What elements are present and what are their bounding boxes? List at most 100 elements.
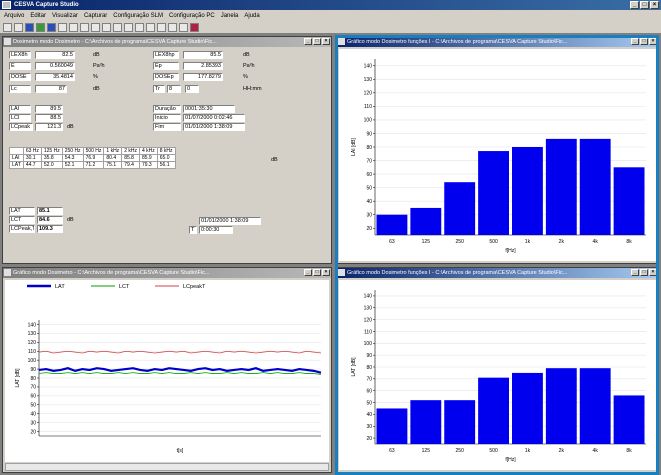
- lex8h-value: 82.5: [35, 51, 75, 59]
- maximize-icon[interactable]: □: [640, 269, 648, 276]
- menu-bar: Arquivo Editar Visualizar Capturar Confi…: [0, 10, 661, 21]
- close-icon[interactable]: ×: [649, 38, 657, 45]
- series-line: [38, 350, 322, 354]
- window-title[interactable]: Gráfico modo Dosimetro - C:\Archivos de …: [3, 268, 331, 278]
- dose-value: 35.4814: [35, 73, 75, 81]
- window-title[interactable]: Dosimetro modo Dosimetro - C:\Archivos d…: [3, 37, 331, 47]
- window-title[interactable]: Gráfico modo Dosimetro funções I - C:\Ar…: [337, 37, 658, 47]
- y-tick-label: 20: [366, 436, 372, 442]
- y-tick-label: 100: [28, 358, 37, 364]
- print-icon[interactable]: [157, 22, 166, 32]
- menu-ajuda[interactable]: Ajuda: [244, 12, 260, 19]
- open-icon[interactable]: [14, 22, 23, 32]
- bar: [613, 395, 645, 444]
- dosimeter-data-window[interactable]: Dosimetro modo Dosimetro - C:\Archivos d…: [2, 36, 332, 264]
- close-icon[interactable]: ×: [649, 269, 657, 276]
- bar: [512, 372, 543, 444]
- y-tick-label: 120: [364, 91, 373, 97]
- column-header: 2 kHz: [121, 147, 140, 155]
- maximize-icon[interactable]: □: [313, 38, 321, 45]
- menu-editar[interactable]: Editar: [30, 12, 47, 19]
- column-header: 500 Hz: [82, 147, 105, 155]
- menu-visualizar[interactable]: Visualizar: [52, 12, 78, 19]
- chart-icon[interactable]: [113, 22, 122, 32]
- y-tick-label: 140: [364, 294, 373, 300]
- grid-icon[interactable]: [146, 22, 155, 32]
- octave-chart-window-bottom[interactable]: Gráfico modo Dosimetro funções I - C:\Ar…: [336, 267, 659, 473]
- help-icon[interactable]: [179, 22, 188, 32]
- lc-unit: dB: [93, 86, 100, 92]
- minimize-icon[interactable]: _: [631, 38, 639, 45]
- tr-hours[interactable]: 8: [167, 85, 181, 93]
- bar: [478, 377, 509, 444]
- maximize-button[interactable]: □: [640, 1, 649, 9]
- export-icon[interactable]: [168, 22, 177, 32]
- table-cell: 75.1: [103, 161, 123, 169]
- minimize-icon[interactable]: _: [304, 38, 312, 45]
- window2-icon[interactable]: [69, 22, 78, 32]
- horizontal-scrollbar[interactable]: [5, 463, 329, 471]
- connect-icon[interactable]: [36, 22, 45, 32]
- y-axis-label: LAT [dB]: [351, 357, 357, 377]
- x-axis-label: t[s]: [177, 448, 184, 454]
- window-title-text: Gráfico modo Dosimetro funções I - C:\Ar…: [347, 270, 568, 276]
- y-tick-label: 40: [366, 199, 372, 205]
- minimize-icon[interactable]: _: [631, 269, 639, 276]
- lcpeakt-label: LCPeak,T: [9, 225, 35, 233]
- tr-minutes[interactable]: 0: [185, 85, 199, 93]
- x-tick-label: 250: [456, 239, 465, 245]
- column-header: 4 kHz: [138, 147, 158, 155]
- y-tick-label: 80: [366, 145, 372, 151]
- window3-icon[interactable]: [80, 22, 89, 32]
- x-tick-label: 125: [422, 448, 431, 454]
- minimize-button[interactable]: _: [630, 1, 639, 9]
- table-icon[interactable]: [124, 22, 133, 32]
- capture-icon[interactable]: [47, 22, 56, 32]
- tile-icon[interactable]: [102, 22, 111, 32]
- minimize-icon[interactable]: _: [304, 269, 312, 276]
- maximize-icon[interactable]: □: [640, 38, 648, 45]
- zoom-icon[interactable]: [135, 22, 144, 32]
- lai-label: LAI: [9, 105, 31, 113]
- x-tick-label: 63: [389, 448, 395, 454]
- window4-icon[interactable]: [91, 22, 100, 32]
- y-tick-label: 70: [366, 158, 372, 164]
- table-cell: 54.3: [61, 154, 84, 162]
- dose-label: DOSE: [9, 73, 31, 81]
- dosep-unit: %: [243, 74, 248, 80]
- maximize-icon[interactable]: □: [313, 269, 321, 276]
- menu-config-pc[interactable]: Configuração PC: [168, 12, 215, 19]
- record-icon[interactable]: [190, 22, 199, 32]
- close-button[interactable]: ×: [650, 1, 659, 9]
- close-icon[interactable]: ×: [322, 38, 330, 45]
- lex8h-label: LEX8h: [9, 51, 31, 59]
- plot-area: 20 30 40 50 60 70 80 90 100 110 120 130 140 LAT [dB] L…: [5, 280, 329, 462]
- y-tick-label: 40: [30, 411, 36, 417]
- column-header: 63 Hz: [22, 147, 42, 155]
- y-tick-label: 100: [364, 118, 373, 124]
- menu-arquivo[interactable]: Arquivo: [4, 12, 25, 19]
- lc-value[interactable]: 87: [35, 85, 67, 93]
- lcpeak-label: LCpeak: [9, 123, 33, 131]
- close-icon[interactable]: ×: [322, 269, 330, 276]
- menu-config-slm[interactable]: Configuração SLM: [113, 12, 163, 19]
- lcpeakt-value: 109.3: [37, 225, 63, 233]
- table-cell: 85.9: [138, 154, 158, 162]
- data-panel: LEX8h 82.5 dB E 0.560049 Pa²h DOSE 35.48…: [3, 47, 331, 263]
- window-icon[interactable]: [58, 22, 67, 32]
- y-tick-label: 60: [366, 388, 372, 394]
- menu-capturar[interactable]: Capturar: [83, 12, 108, 19]
- doc-icon: [338, 38, 345, 45]
- legend-label: LAT: [55, 284, 65, 290]
- save-icon[interactable]: [25, 22, 34, 32]
- new-icon[interactable]: [3, 22, 12, 32]
- octave-chart-window-top[interactable]: Gráfico modo Dosimetro funções I - C:\Ar…: [336, 36, 659, 264]
- end-date-value: 01/01/2000 1:38:09: [199, 217, 261, 225]
- menu-janela[interactable]: Janela: [220, 12, 239, 19]
- time-chart-window[interactable]: Gráfico modo Dosimetro - C:\Archivos de …: [2, 267, 332, 473]
- table-row: LAI 30.1 35.8 54.3 76.9 80.4 85.8 85.9 65.0: [9, 154, 176, 162]
- inicio-label: Inicio: [153, 114, 181, 122]
- y-tick-label: 140: [28, 322, 37, 328]
- x-tick-label: 1k: [525, 448, 531, 454]
- window-title[interactable]: Gráfico modo Dosimetro funções I - C:\Ar…: [337, 268, 658, 278]
